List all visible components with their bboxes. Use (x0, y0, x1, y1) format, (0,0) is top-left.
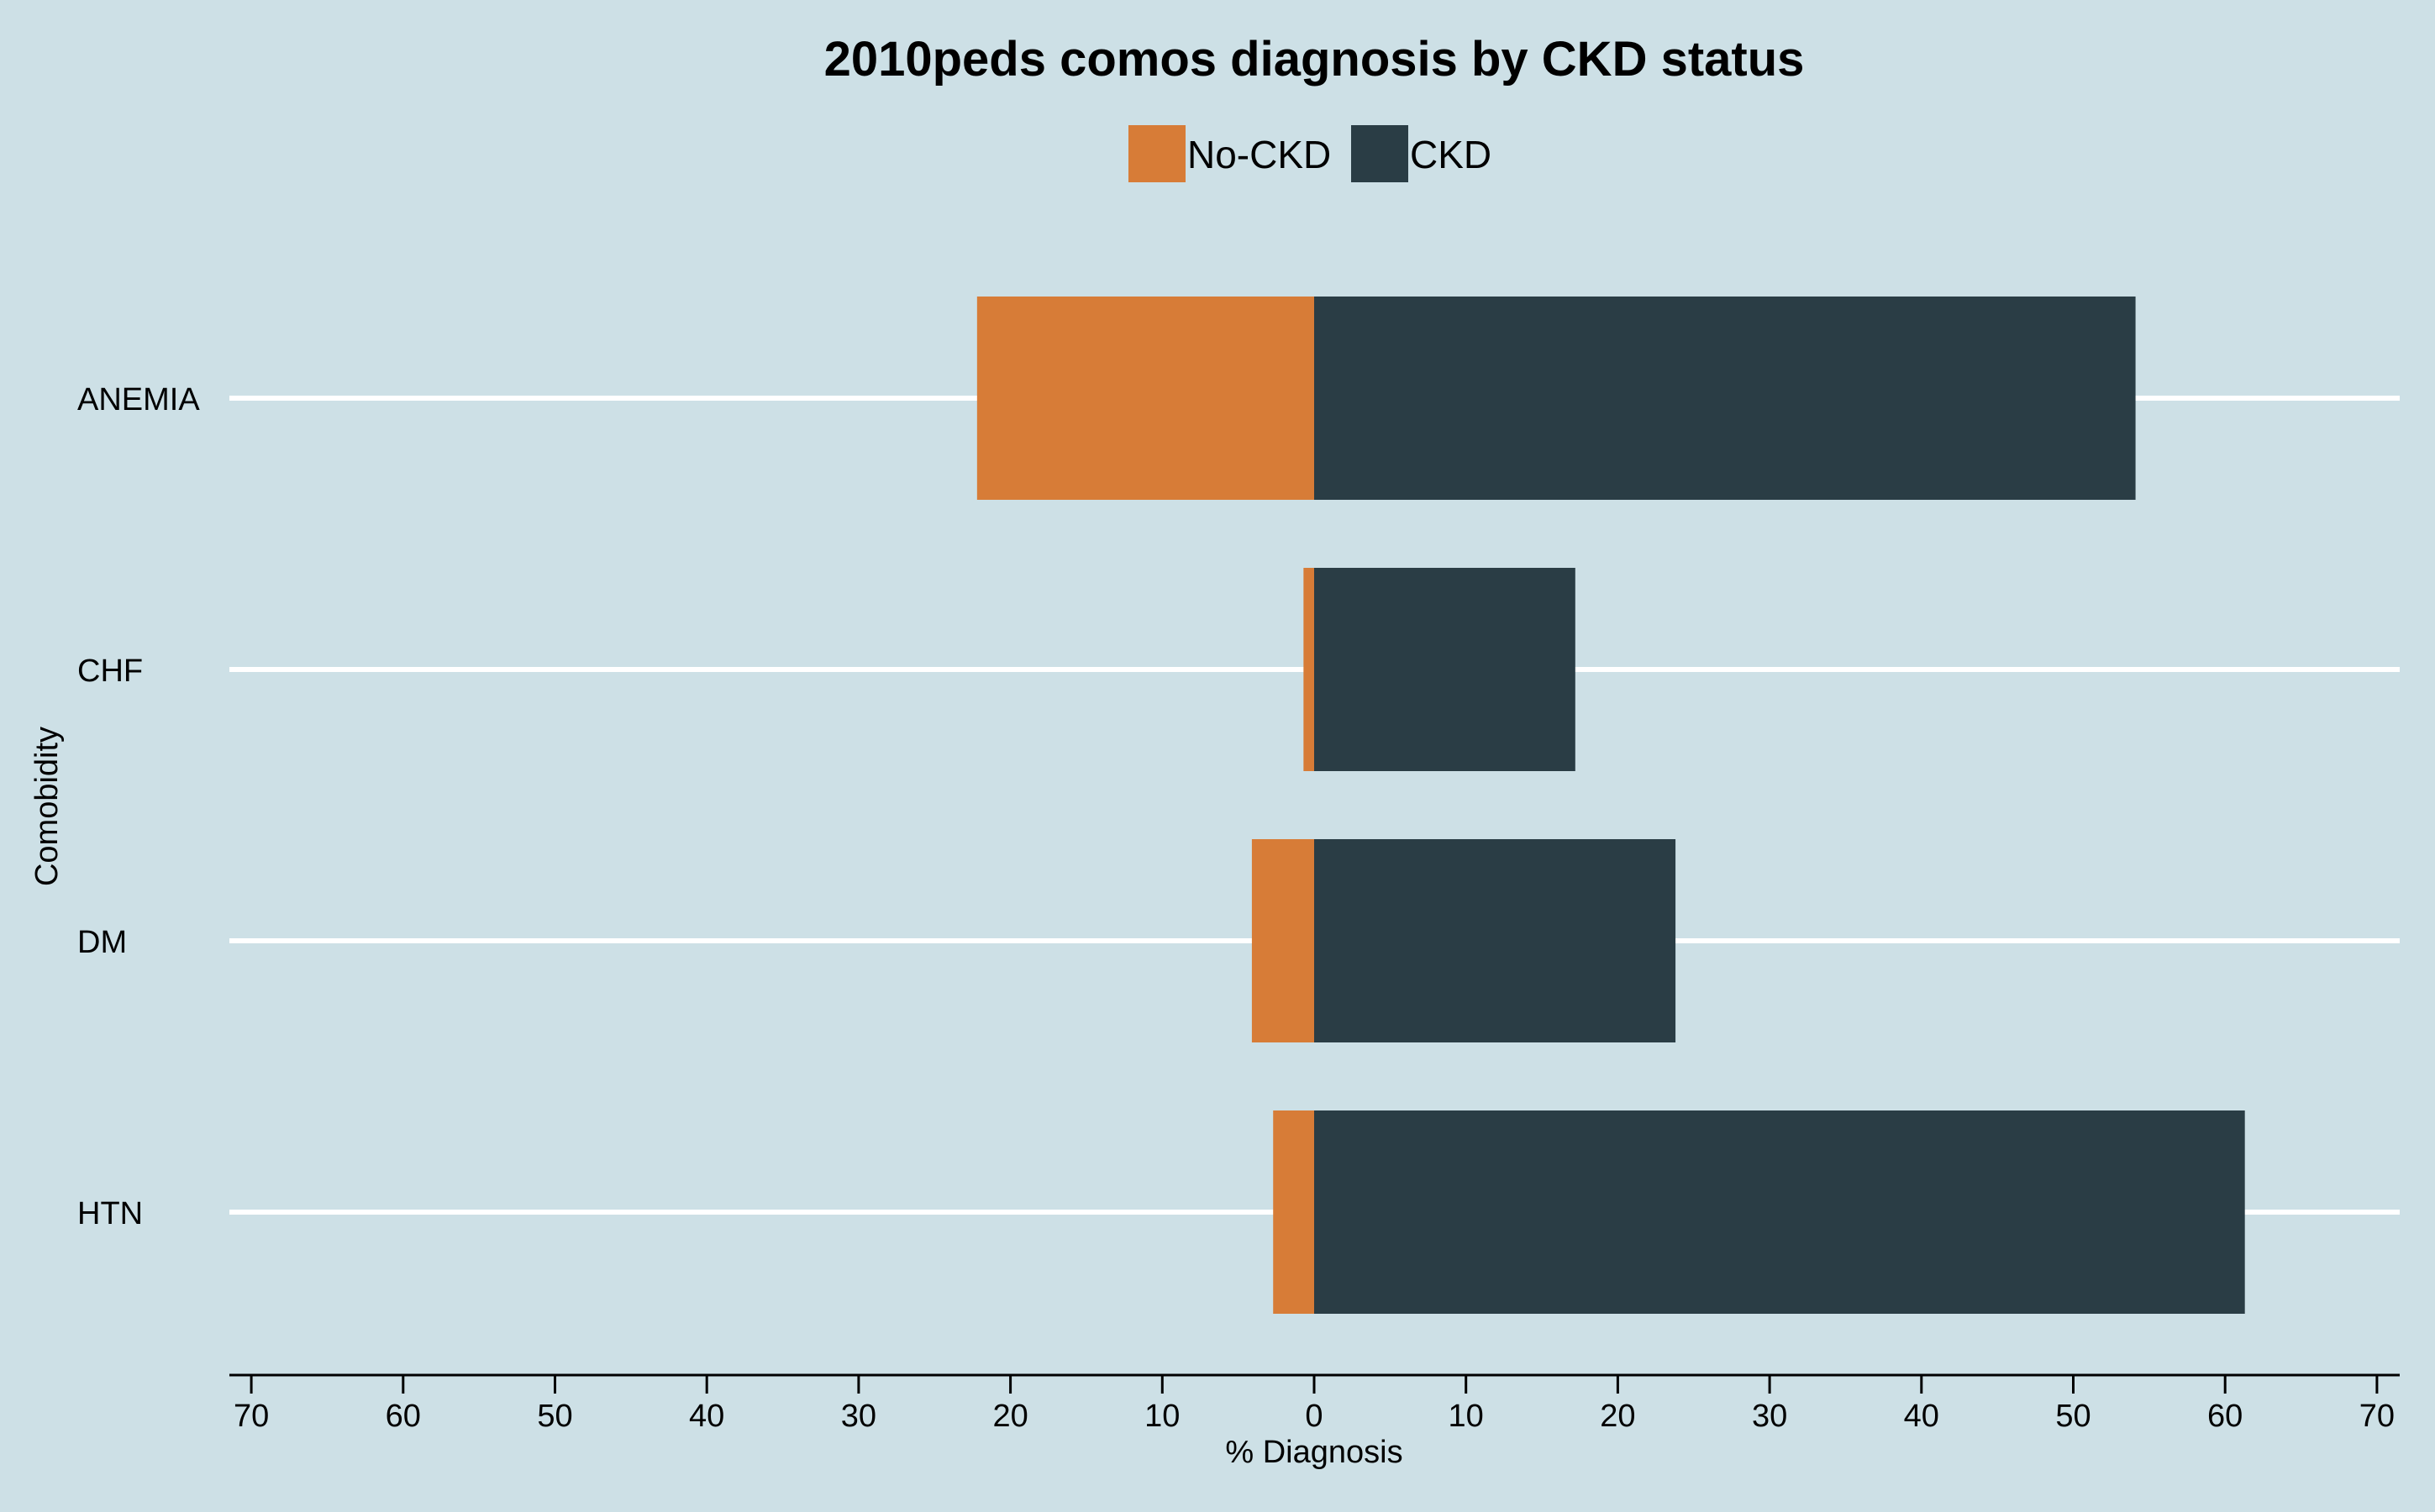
bar-no-ckd-chf (1303, 568, 1314, 771)
x-tick-label: 70 (2359, 1399, 2395, 1434)
y-axis-label: Comobidity (29, 727, 65, 886)
x-tick-label: 20 (1600, 1399, 1635, 1434)
gridlines (229, 396, 2400, 1215)
x-tick-label: 30 (841, 1399, 876, 1434)
x-tick-label: 60 (386, 1399, 421, 1434)
y-tick-label-anemia: ANEMIA (77, 382, 200, 417)
y-tick-label-htn: HTN (77, 1196, 143, 1231)
x-tick-label: 40 (1904, 1399, 1939, 1434)
x-tick-label: 50 (537, 1399, 572, 1434)
legend-swatch-no-ckd (1128, 125, 1186, 182)
x-tick-label: 70 (234, 1399, 269, 1434)
x-axis-label: % Diagnosis (1225, 1435, 1402, 1470)
legend-label-ckd: CKD (1410, 133, 1491, 176)
y-tick-label-chf: CHF (77, 654, 143, 689)
x-tick-label: 20 (992, 1399, 1028, 1434)
y-tick-label-dm: DM (77, 925, 127, 960)
x-axis: 70 60 50 40 30 20 10 0 10 20 30 40 50 60 70 (229, 1373, 2400, 1434)
x-tick-label: 60 (2207, 1399, 2243, 1434)
x-tick-label: 40 (689, 1399, 724, 1434)
bar-ckd-dm (1314, 839, 1676, 1042)
bar-no-ckd-dm (1251, 839, 1314, 1042)
legend: No-CKD CKD (1128, 125, 1491, 182)
bar-ckd-anemia (1314, 297, 2136, 500)
x-tick-label: 10 (1449, 1399, 1484, 1434)
legend-label-no-ckd: No-CKD (1187, 133, 1331, 176)
bar-no-ckd-htn (1273, 1110, 1314, 1314)
bar-ckd-chf (1314, 568, 1575, 771)
x-tick-label: 50 (2055, 1399, 2091, 1434)
legend-swatch-ckd (1351, 125, 1408, 182)
bars (976, 297, 2245, 1314)
x-tick-label: 10 (1144, 1399, 1180, 1434)
x-tick-label: 0 (1305, 1399, 1323, 1434)
bar-ckd-htn (1314, 1110, 2245, 1314)
x-tick-label: 30 (1752, 1399, 1787, 1434)
bar-no-ckd-anemia (976, 297, 1314, 500)
chart-title: 2010peds comos diagnosis by CKD status (824, 32, 1805, 87)
y-tick-labels: ANEMIA CHF DM HTN (77, 382, 200, 1231)
